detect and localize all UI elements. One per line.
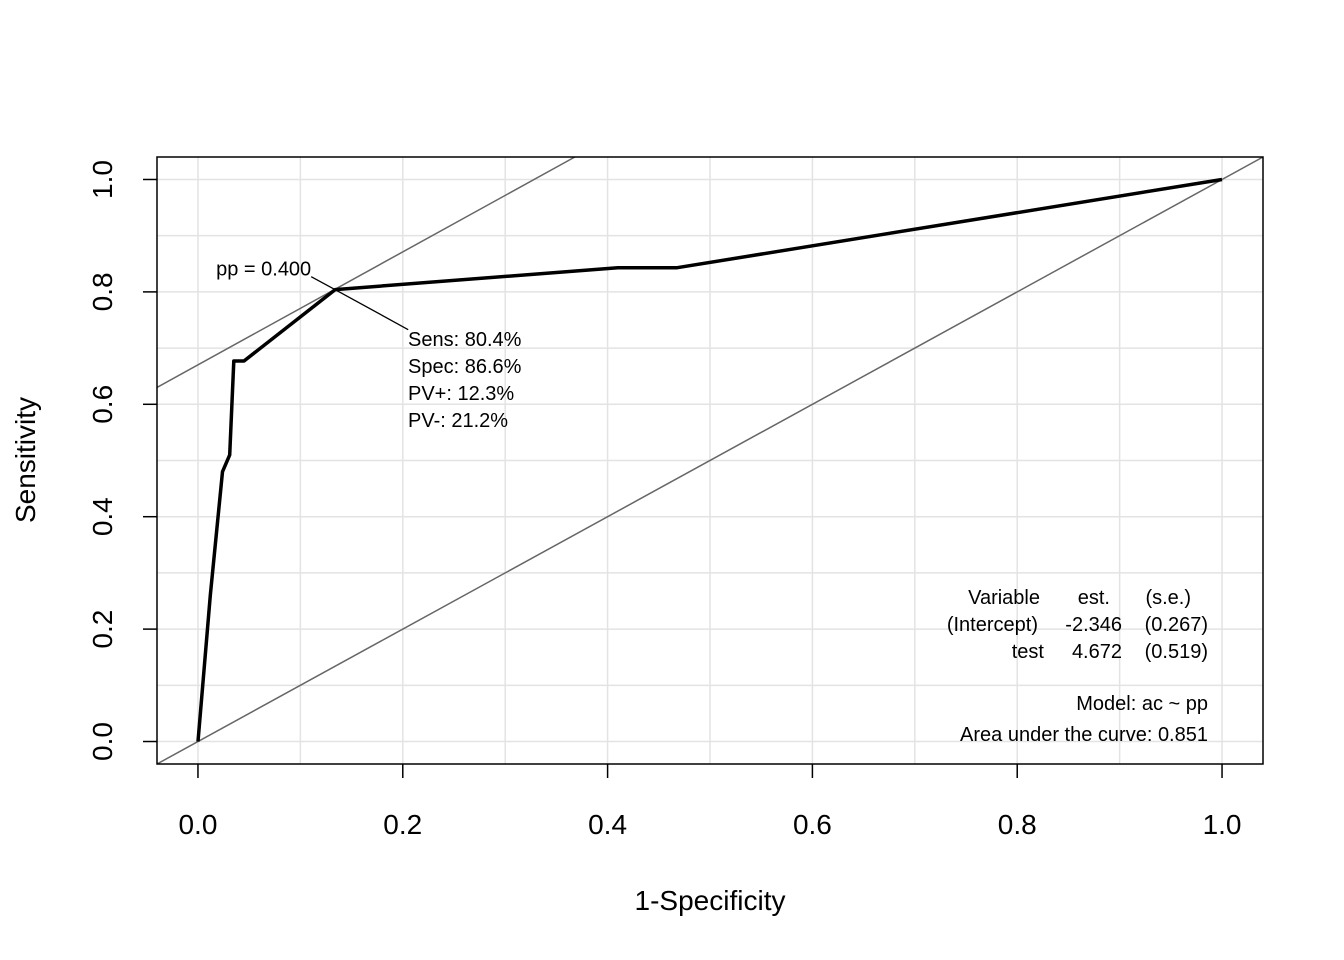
- cutoff-stat-npv: PV-: 21.2%: [408, 410, 508, 432]
- y-tick-label: 1.0: [87, 160, 118, 199]
- tangent-reference-line: [156, 156, 576, 389]
- series-layer: [196, 177, 1223, 742]
- table-row-variable: test: [1012, 641, 1045, 663]
- x-tick-label: 0.8: [998, 809, 1037, 840]
- y-tick-label: 0.4: [87, 497, 118, 536]
- plot-border: [156, 156, 1264, 765]
- cutoff-leader-left: [310, 276, 336, 291]
- x-axis-title: 1-Specificity: [635, 885, 786, 916]
- cutoff-stat-ppv: PV+: 12.3%: [408, 383, 514, 405]
- roc-curve: [196, 177, 1223, 742]
- x-tick-label: 0.2: [383, 809, 422, 840]
- model-label: Model: ac ~ pp: [1076, 693, 1208, 715]
- x-tick-label: 0.6: [793, 809, 832, 840]
- y-axis: 0.0 0.2 0.4 0.6 0.8 1.0: [87, 160, 157, 761]
- diagonal-reference-line: [156, 156, 1264, 765]
- cutoff-stat-sens: Sens: 80.4%: [408, 329, 522, 351]
- x-tick-label: 0.0: [178, 809, 217, 840]
- cutoff-label: pp = 0.400: [216, 259, 311, 281]
- table-row-se: (0.519): [1145, 641, 1208, 663]
- x-axis: 0.0 0.2 0.4 0.6 0.8 1.0: [178, 764, 1242, 840]
- table-header-est: est.: [1078, 587, 1110, 609]
- model-table: Variable est. (s.e.) (Intercept) -2.346 …: [947, 587, 1208, 746]
- x-tick-label: 0.4: [588, 809, 627, 840]
- reference-lines: [156, 156, 1264, 765]
- y-tick-label: 0.2: [87, 610, 118, 649]
- x-tick-label: 1.0: [1203, 809, 1242, 840]
- auc-label: Area under the curve: 0.851: [960, 724, 1208, 746]
- table-row-est: -2.346: [1065, 614, 1122, 636]
- table-row-se: (0.267): [1145, 614, 1208, 636]
- grid: [157, 157, 1263, 764]
- y-tick-label: 0.8: [87, 272, 118, 311]
- cutoff-leader-right: [334, 289, 409, 331]
- table-header-variable: Variable: [968, 587, 1040, 609]
- y-tick-label: 0.0: [87, 722, 118, 761]
- y-axis-title: Sensitivity: [10, 397, 41, 523]
- cutoff-stat-spec: Spec: 86.6%: [408, 356, 522, 378]
- table-row-est: 4.672: [1072, 641, 1122, 663]
- y-tick-label: 0.6: [87, 385, 118, 424]
- table-header-se: (s.e.): [1145, 587, 1191, 609]
- cutoff-annotation: pp = 0.400 Sens: 80.4% Spec: 86.6% PV+: …: [216, 259, 522, 432]
- table-row-variable: (Intercept): [947, 614, 1038, 636]
